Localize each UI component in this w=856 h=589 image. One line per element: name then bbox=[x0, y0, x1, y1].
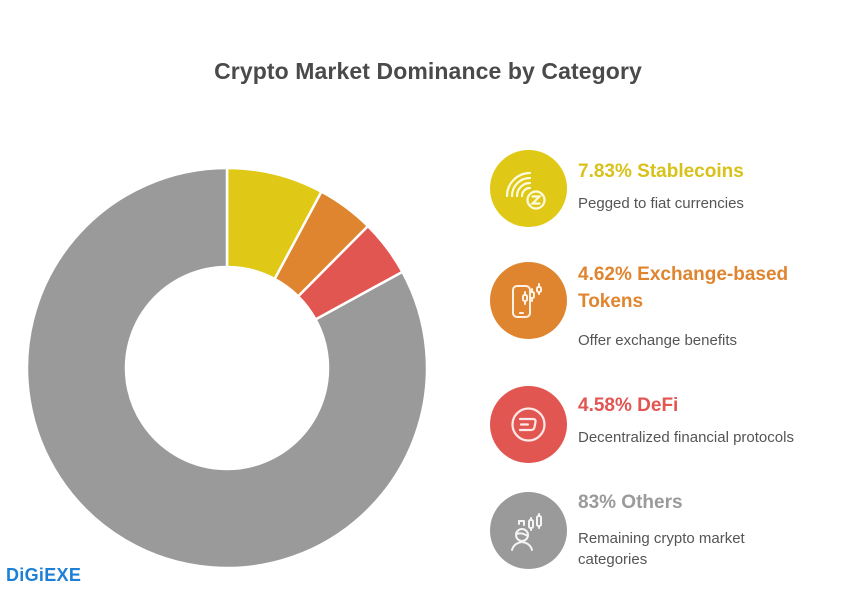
legend-description: Remaining crypto market categories bbox=[578, 530, 745, 568]
legend-description: Pegged to fiat currencies bbox=[578, 195, 744, 212]
legend-item-defi: 4.58% DeFi Decentralized financial proto… bbox=[490, 386, 850, 466]
stablecoin-signal-icon bbox=[505, 171, 546, 210]
legend-description: Offer exchange benefits bbox=[578, 332, 737, 349]
legend-description: Decentralized financial protocols bbox=[578, 429, 794, 446]
dash-coin-icon bbox=[511, 407, 546, 442]
legend-label: 83% Others bbox=[578, 492, 683, 513]
donut-chart bbox=[25, 166, 429, 570]
legend-color-circle bbox=[490, 492, 567, 569]
brand-logo: DiGiEXE bbox=[6, 565, 82, 585]
mobile-trading-icon bbox=[512, 283, 542, 318]
trader-chart-icon bbox=[511, 513, 542, 551]
legend-item-exchange-tokens: 4.62% Exchange-based Tokens Offer exchan… bbox=[490, 261, 850, 349]
legend-item-stablecoins: 7.83% Stablecoins Pegged to fiat currenc… bbox=[490, 148, 850, 228]
donut-segment-others bbox=[25, 166, 429, 570]
legend-item-others: 83% Others Remaining crypto market categ… bbox=[490, 490, 850, 570]
legend-label: 4.58% DeFi bbox=[578, 395, 679, 416]
legend-label: 7.83% Stablecoins bbox=[578, 161, 744, 182]
chart-title: Crypto Market Dominance by Category bbox=[214, 58, 642, 84]
legend-color-circle bbox=[490, 262, 567, 339]
legend-color-circle bbox=[490, 386, 567, 463]
legend-label-line2: Tokens bbox=[578, 291, 644, 312]
legend-label: 4.62% Exchange-based Tokens bbox=[578, 261, 788, 315]
legend-label-line1: 4.62% Exchange-based bbox=[578, 264, 789, 285]
legend-color-circle bbox=[490, 150, 567, 227]
